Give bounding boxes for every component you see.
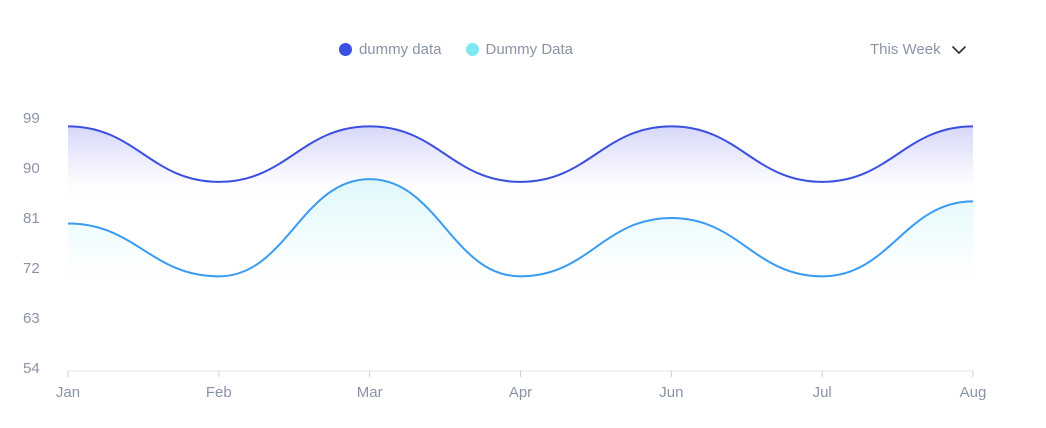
period-select-label: This Week <box>870 41 941 58</box>
x-tick-label: Jul <box>813 384 832 401</box>
y-tick-label: 54 <box>23 360 40 377</box>
legend-label-series-1: dummy data <box>358 41 442 58</box>
legend-item-series-1[interactable]: dummy data <box>338 41 442 58</box>
x-tick-label: Aug <box>960 384 987 401</box>
y-tick-label: 63 <box>23 310 40 327</box>
period-select[interactable]: This Week <box>870 41 967 58</box>
x-tick-label: Mar <box>357 384 383 401</box>
x-tick-label: Jan <box>56 384 80 401</box>
legend: dummy data Dummy Data <box>0 41 912 58</box>
y-tick-label: 90 <box>23 160 40 177</box>
x-tick-label: Feb <box>206 384 232 401</box>
legend-dot-series-2 <box>465 43 479 56</box>
x-tick-label: Apr <box>509 384 532 401</box>
series-2-area <box>68 179 973 292</box>
x-tick-label: Jun <box>659 384 683 401</box>
chevron-down-icon <box>951 45 966 54</box>
series-1-line <box>67 125 974 183</box>
series-2-line <box>67 178 974 278</box>
legend-item-series-2[interactable]: Dummy Data <box>465 41 574 58</box>
legend-dot-series-1 <box>338 43 352 56</box>
legend-label-series-2: Dummy Data <box>485 41 574 58</box>
series-1-area <box>68 126 973 197</box>
y-tick-label: 81 <box>23 210 40 227</box>
y-tick-label: 99 <box>23 110 40 127</box>
y-tick-label: 72 <box>23 260 40 277</box>
